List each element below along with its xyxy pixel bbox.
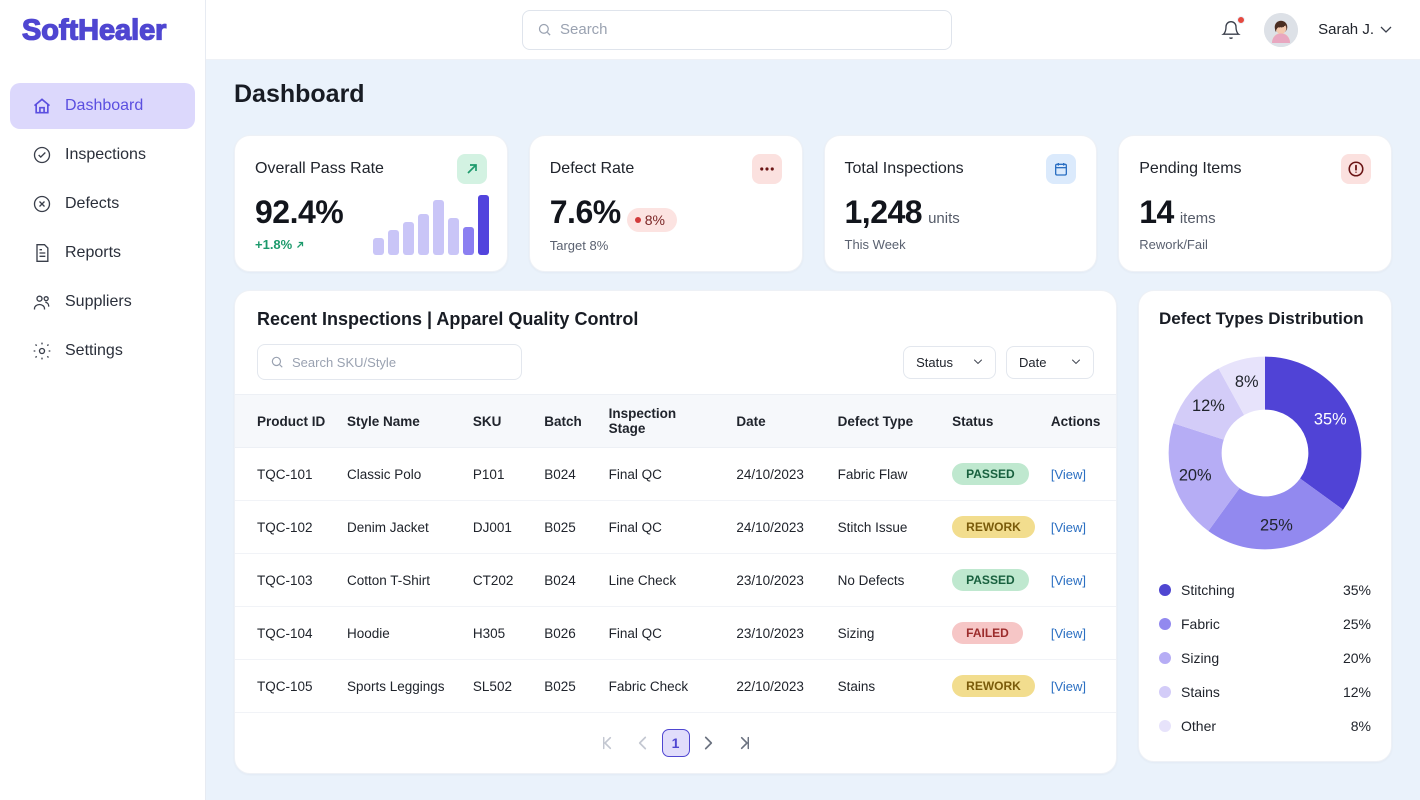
svg-text:8%: 8%	[1235, 373, 1259, 391]
svg-text:25%: 25%	[1260, 516, 1293, 534]
svg-text:20%: 20%	[1179, 466, 1212, 484]
svg-text:35%: 35%	[1314, 410, 1347, 428]
svg-text:SoftHealer: SoftHealer	[22, 15, 166, 47]
svg-text:12%: 12%	[1192, 397, 1225, 415]
